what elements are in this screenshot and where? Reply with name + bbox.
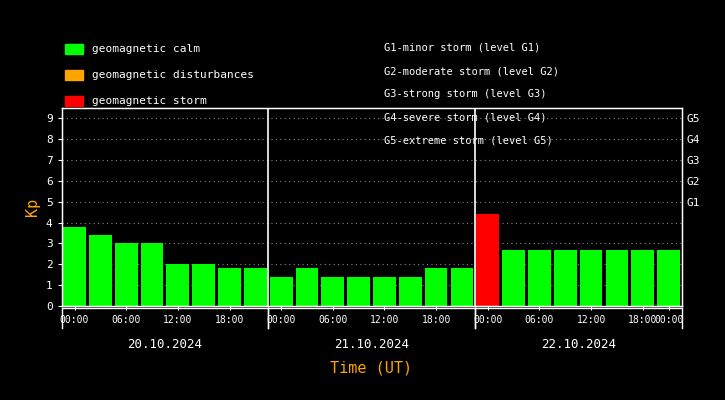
Bar xyxy=(270,277,292,306)
Bar xyxy=(63,227,86,306)
Bar xyxy=(580,250,602,306)
Bar xyxy=(192,264,215,306)
Bar xyxy=(141,244,163,306)
Text: G5-extreme storm (level G5): G5-extreme storm (level G5) xyxy=(384,136,552,146)
Bar xyxy=(115,244,138,306)
Text: 20.10.2024: 20.10.2024 xyxy=(128,338,202,350)
Bar xyxy=(476,214,499,306)
Bar xyxy=(167,264,189,306)
Bar xyxy=(451,268,473,306)
Text: 22.10.2024: 22.10.2024 xyxy=(541,338,616,350)
Text: G2-moderate storm (level G2): G2-moderate storm (level G2) xyxy=(384,66,559,76)
Text: geomagnetic disturbances: geomagnetic disturbances xyxy=(92,70,254,80)
Text: geomagnetic storm: geomagnetic storm xyxy=(92,96,207,106)
Text: Time (UT): Time (UT) xyxy=(331,360,413,376)
Bar xyxy=(554,250,576,306)
Bar xyxy=(296,268,318,306)
Bar xyxy=(399,277,422,306)
Text: 21.10.2024: 21.10.2024 xyxy=(334,338,409,350)
Bar xyxy=(321,277,344,306)
Y-axis label: Kp: Kp xyxy=(25,198,41,216)
Bar xyxy=(373,277,396,306)
Text: G1-minor storm (level G1): G1-minor storm (level G1) xyxy=(384,43,540,53)
Bar xyxy=(89,235,112,306)
Text: geomagnetic calm: geomagnetic calm xyxy=(92,44,200,54)
Bar xyxy=(528,250,551,306)
Bar xyxy=(244,268,267,306)
Bar xyxy=(425,268,447,306)
Bar xyxy=(502,250,525,306)
Text: G3-strong storm (level G3): G3-strong storm (level G3) xyxy=(384,89,547,99)
Bar xyxy=(658,250,680,306)
Text: G4-severe storm (level G4): G4-severe storm (level G4) xyxy=(384,113,547,122)
Bar xyxy=(347,277,370,306)
Bar xyxy=(631,250,654,306)
Bar xyxy=(605,250,629,306)
Bar xyxy=(218,268,241,306)
